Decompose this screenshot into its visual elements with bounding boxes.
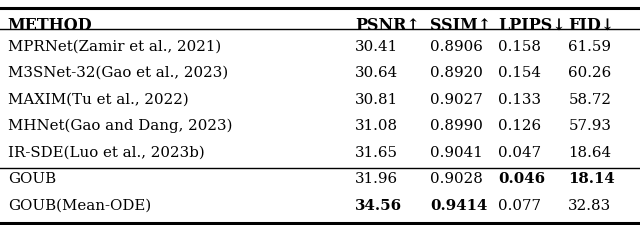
Text: 31.08: 31.08	[355, 119, 398, 133]
Text: M3SNet-32(Gao et al., 2023): M3SNet-32(Gao et al., 2023)	[8, 66, 228, 80]
Text: 60.26: 60.26	[568, 66, 612, 80]
Text: 0.126: 0.126	[498, 119, 541, 133]
Text: GOUB(Mean-ODE): GOUB(Mean-ODE)	[8, 199, 151, 213]
Text: 30.81: 30.81	[355, 93, 398, 107]
Text: 0.133: 0.133	[498, 93, 541, 107]
Text: 0.9041: 0.9041	[430, 146, 483, 160]
Text: 0.154: 0.154	[498, 66, 541, 80]
Text: MPRNet(Zamir et al., 2021): MPRNet(Zamir et al., 2021)	[8, 40, 221, 54]
Text: 0.9414: 0.9414	[430, 199, 488, 213]
Text: 58.72: 58.72	[568, 93, 611, 107]
Text: METHOD: METHOD	[8, 17, 92, 34]
Text: 30.41: 30.41	[355, 40, 398, 54]
Text: 0.9028: 0.9028	[430, 172, 483, 186]
Text: 0.8990: 0.8990	[430, 119, 483, 133]
Text: PSNR↑: PSNR↑	[355, 17, 420, 34]
Text: 0.8920: 0.8920	[430, 66, 483, 80]
Text: 0.9027: 0.9027	[430, 93, 483, 107]
Text: MHNet(Gao and Dang, 2023): MHNet(Gao and Dang, 2023)	[8, 119, 232, 133]
Text: 31.96: 31.96	[355, 172, 398, 186]
Text: IR-SDE(Luo et al., 2023b): IR-SDE(Luo et al., 2023b)	[8, 146, 204, 160]
Text: SSIM↑: SSIM↑	[430, 17, 492, 34]
Text: MAXIM(Tu et al., 2022): MAXIM(Tu et al., 2022)	[8, 93, 188, 107]
Text: 0.077: 0.077	[498, 199, 541, 213]
Text: 31.65: 31.65	[355, 146, 398, 160]
Text: 0.047: 0.047	[498, 146, 541, 160]
Text: 18.64: 18.64	[568, 146, 611, 160]
Text: 0.158: 0.158	[498, 40, 541, 54]
Text: GOUB: GOUB	[8, 172, 56, 186]
Text: 57.93: 57.93	[568, 119, 611, 133]
Text: 18.14: 18.14	[568, 172, 615, 186]
Text: 0.8906: 0.8906	[430, 40, 483, 54]
Text: 34.56: 34.56	[355, 199, 403, 213]
Text: FID↓: FID↓	[568, 17, 614, 34]
Text: 0.046: 0.046	[498, 172, 545, 186]
Text: 61.59: 61.59	[568, 40, 611, 54]
Text: 30.64: 30.64	[355, 66, 399, 80]
Text: LPIPS↓: LPIPS↓	[498, 17, 566, 34]
Text: 32.83: 32.83	[568, 199, 612, 213]
